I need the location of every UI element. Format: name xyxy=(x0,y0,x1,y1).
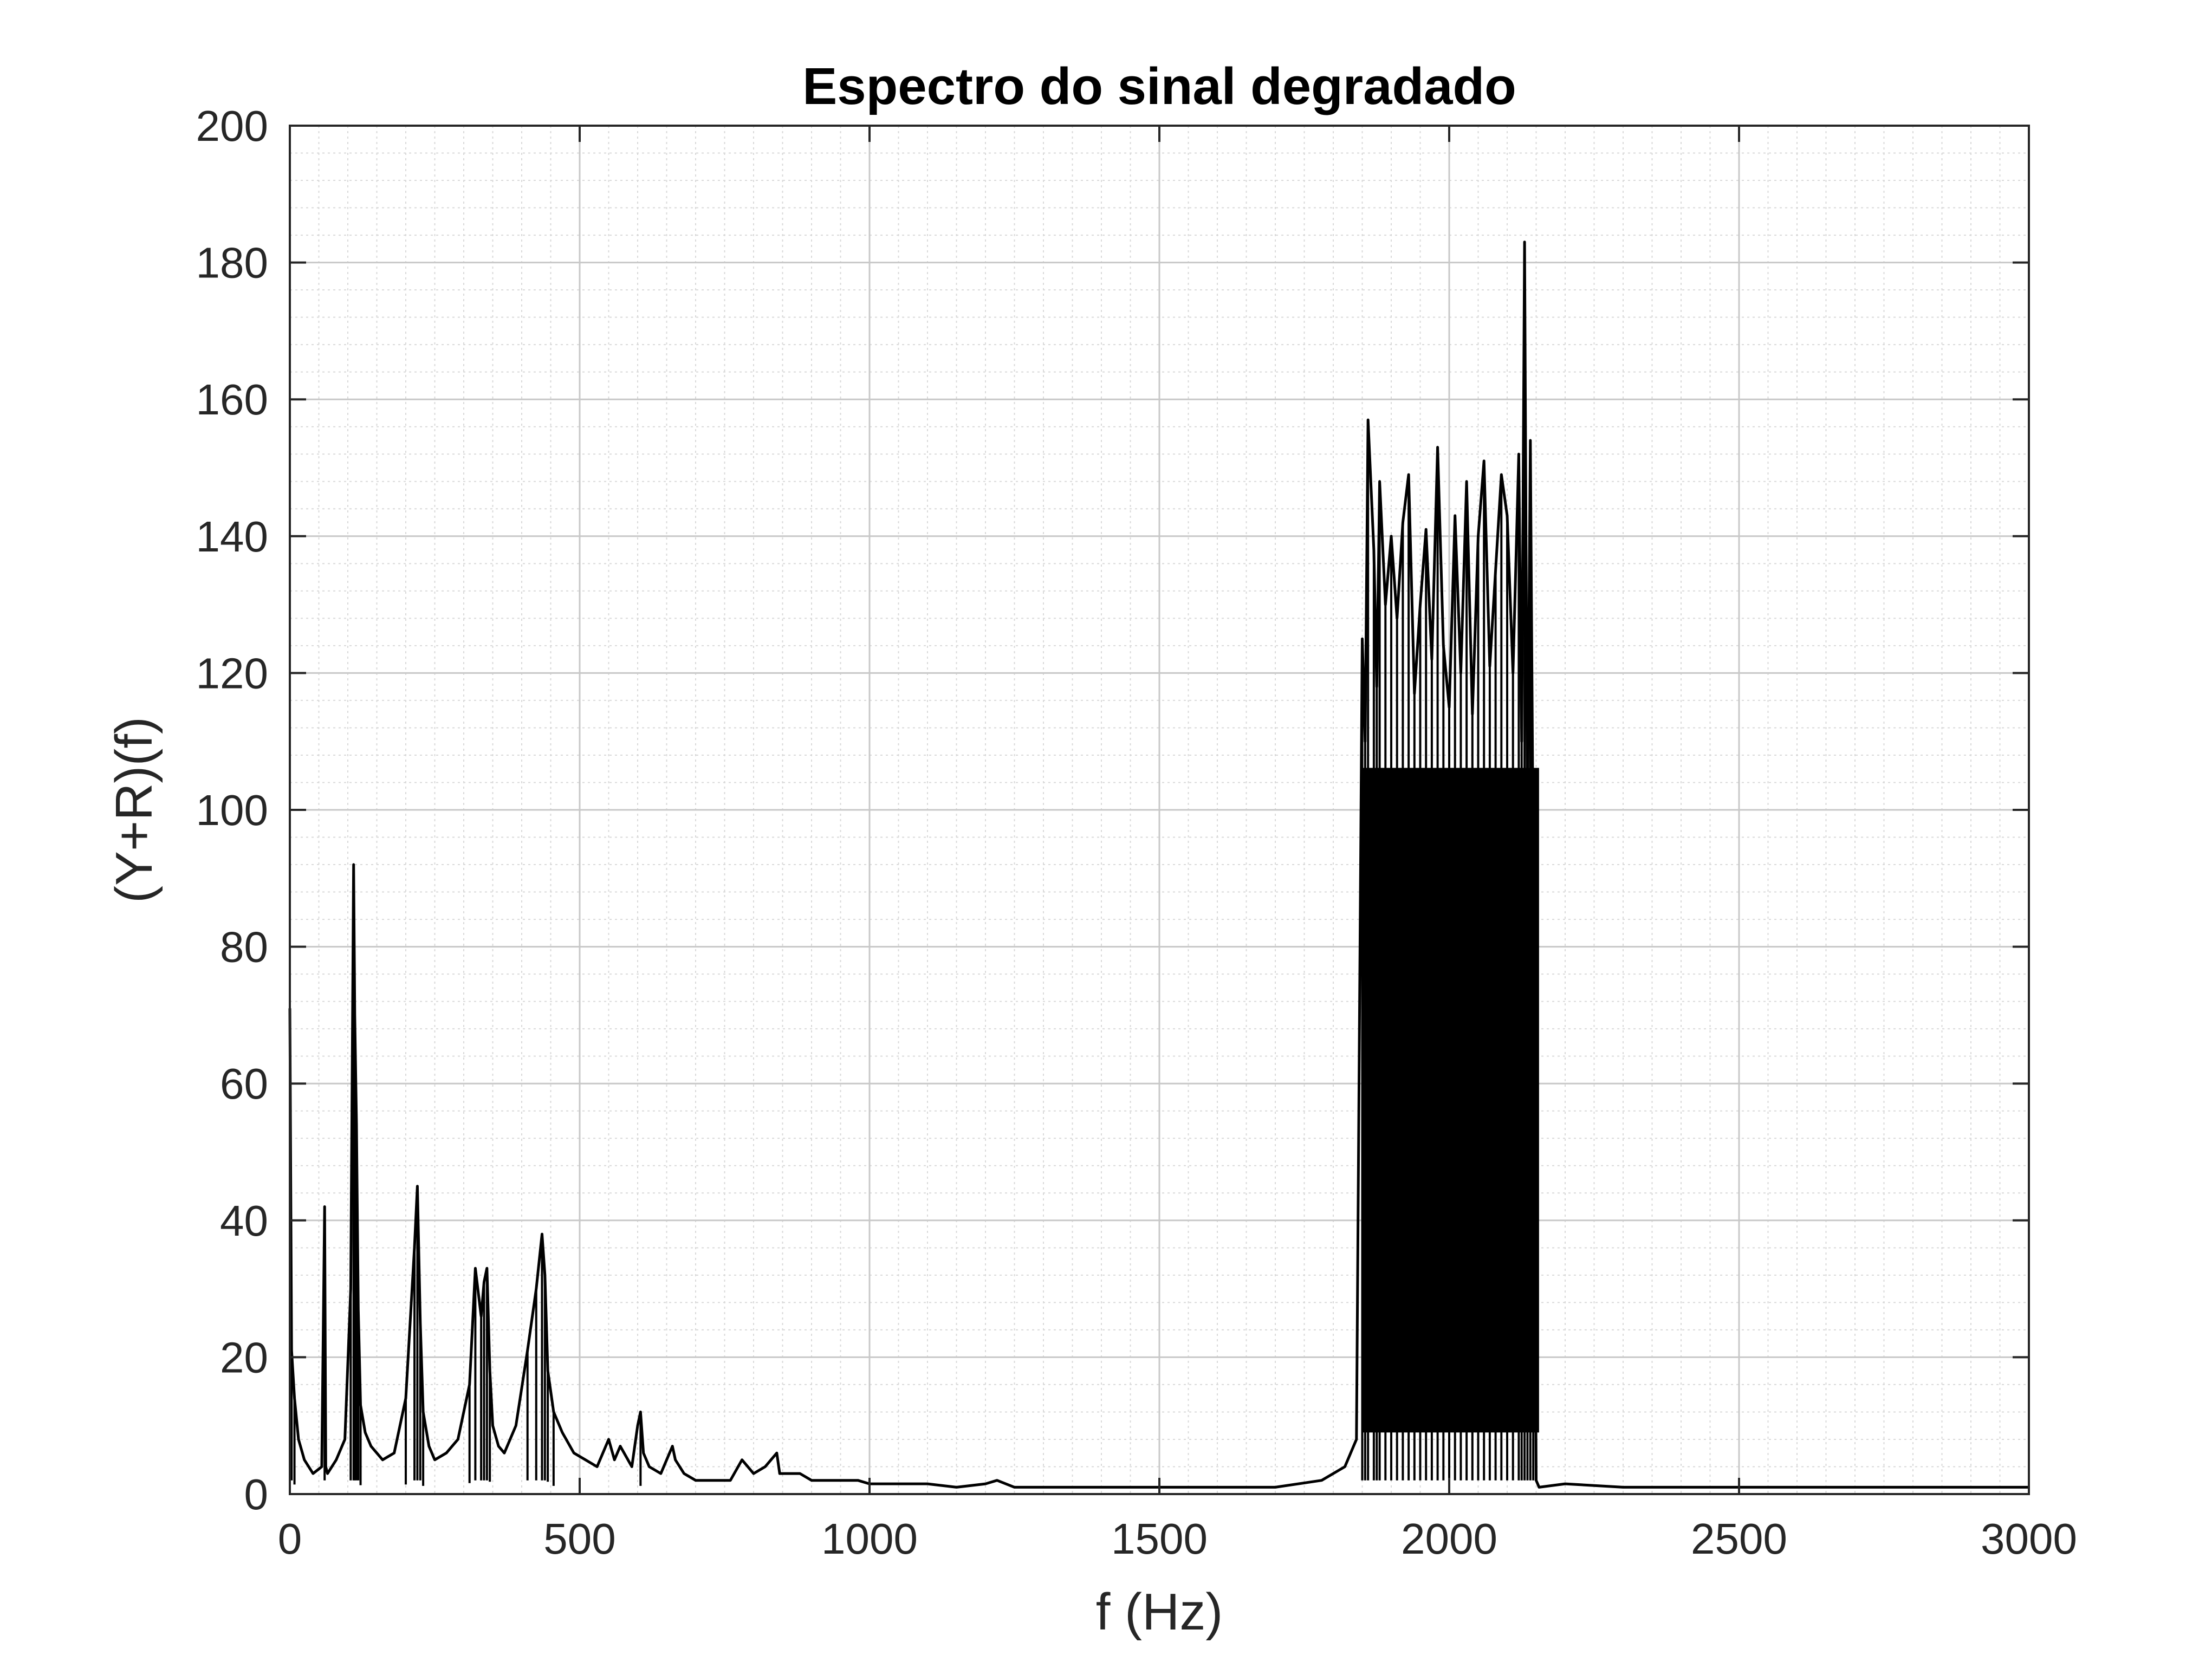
x-axis-label: f (Hz) xyxy=(1096,1583,1223,1641)
x-tick-label: 1500 xyxy=(1111,1515,1208,1563)
y-tick-labels: 0 20 40 60 80 100 120 140 160 180 200 xyxy=(196,102,268,1518)
x-tick-label: 1000 xyxy=(821,1515,918,1563)
y-tick-label: 180 xyxy=(196,239,268,287)
y-tick-label: 0 xyxy=(244,1470,269,1518)
y-tick-label: 200 xyxy=(196,102,268,150)
y-axis-label: (Y+R)(f) xyxy=(105,717,163,903)
x-tick-label: 0 xyxy=(278,1515,302,1563)
x-tick-label: 500 xyxy=(543,1515,615,1563)
y-tick-label: 100 xyxy=(196,786,268,834)
y-tick-label: 20 xyxy=(220,1333,268,1381)
x-tick-label: 3000 xyxy=(1981,1515,2077,1563)
y-tick-label: 160 xyxy=(196,375,268,424)
y-tick-label: 140 xyxy=(196,512,268,561)
series-line xyxy=(288,241,2029,1489)
x-tick-labels: 0 500 1000 1500 2000 2500 3000 xyxy=(278,1515,2077,1563)
series-layer xyxy=(288,241,2029,1489)
y-tick-label: 80 xyxy=(220,923,268,971)
y-tick-label: 40 xyxy=(220,1197,268,1245)
chart-title: Espectro do sinal degradado xyxy=(802,57,1516,115)
y-tick-label: 120 xyxy=(196,649,268,697)
x-tick-label: 2000 xyxy=(1401,1515,1497,1563)
y-tick-label: 60 xyxy=(220,1060,268,1108)
x-tick-label: 2500 xyxy=(1691,1515,1787,1563)
axis-ticks xyxy=(289,125,2030,1495)
